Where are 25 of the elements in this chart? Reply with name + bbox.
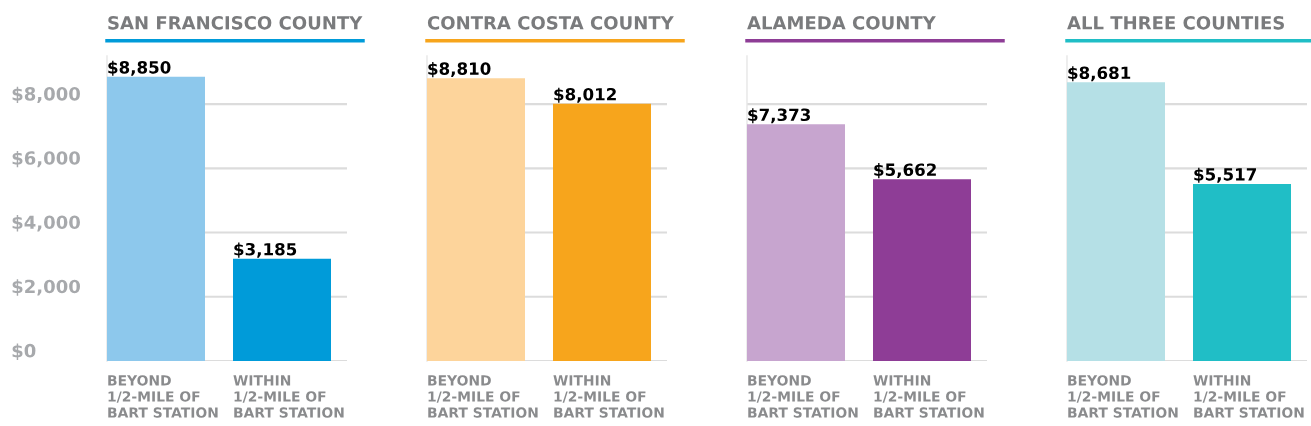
- x-tick-label: WITHIN 1/2-MILE OF BART STATION: [873, 375, 984, 418]
- data-label: $8,681: [1068, 66, 1131, 82]
- chart-title: CONTRA COSTA COUNTY: [427, 15, 674, 30]
- x-tick-label: BEYOND 1/2-MILE OF BART STATION: [428, 375, 538, 418]
- chart-title: ALAMEDA COUNTY: [747, 15, 936, 30]
- data-label: $7,373: [748, 108, 810, 124]
- x-tick-label: WITHIN 1/2-MILE OF BART STATION: [1193, 375, 1304, 418]
- data-label: $5,517: [1194, 167, 1256, 183]
- x-tick-label: WITHIN 1/2-MILE OF BART STATION: [233, 375, 344, 418]
- x-tick-label: BEYOND 1/2-MILE OF BART STATION: [748, 375, 858, 418]
- data-label: $8,810: [428, 62, 491, 78]
- data-label: $3,185: [234, 242, 297, 258]
- x-tick-label: WITHIN 1/2-MILE OF BART STATION: [553, 375, 664, 418]
- y-tick-label: $6,000: [12, 150, 80, 168]
- x-tick-label: BEYOND 1/2-MILE OF BART STATION: [108, 375, 218, 418]
- data-label: $8,850: [108, 60, 171, 76]
- y-tick-label: $2,000: [12, 279, 80, 296]
- data-label: $5,662: [874, 163, 936, 179]
- x-tick-label: BEYOND 1/2-MILE OF BART STATION: [1068, 375, 1178, 418]
- data-label: $8,012: [554, 87, 616, 103]
- y-tick-label: $8,000: [12, 86, 80, 104]
- y-tick-label: $0: [12, 343, 36, 360]
- y-tick-label: $4,000: [12, 215, 80, 232]
- chart-title: ALL THREE COUNTIES: [1067, 15, 1284, 30]
- chart-title: SAN FRANCISCO COUNTY: [108, 15, 363, 30]
